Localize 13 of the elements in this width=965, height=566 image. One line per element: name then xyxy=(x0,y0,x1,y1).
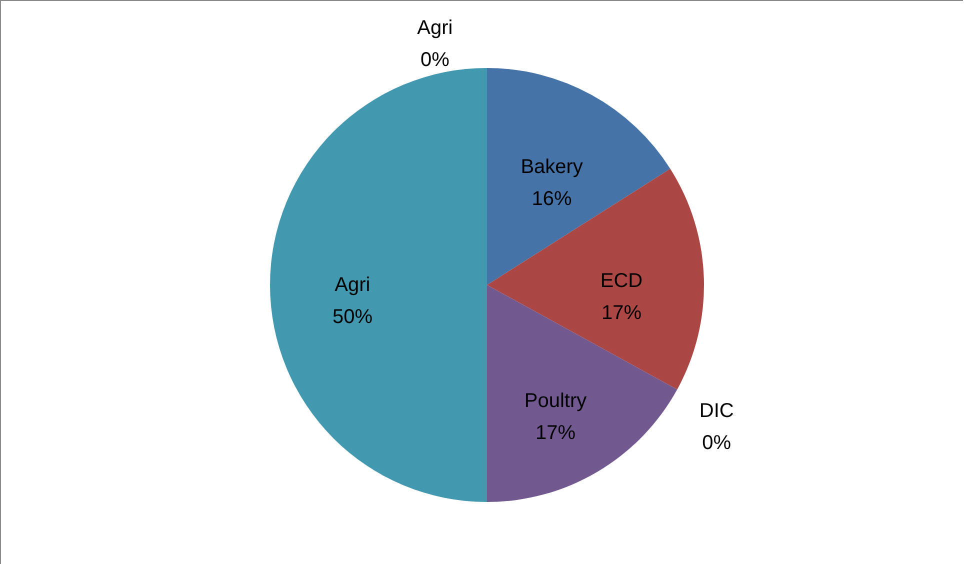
slice-label: Agri xyxy=(334,274,370,296)
slice-label: Bakery xyxy=(520,156,583,178)
data-label: 50% xyxy=(332,306,373,328)
data-label: 17% xyxy=(601,302,642,324)
text: 0% xyxy=(420,49,450,72)
text: 0% xyxy=(702,432,732,454)
data-label: 16% xyxy=(532,188,572,210)
pie-slice xyxy=(270,68,487,502)
category-label: Agri xyxy=(417,17,453,40)
category-label: DIC xyxy=(699,400,734,422)
data-label: 17% xyxy=(535,422,576,444)
slice-label: Poultry xyxy=(524,390,587,412)
slice-label: ECD xyxy=(600,270,643,292)
